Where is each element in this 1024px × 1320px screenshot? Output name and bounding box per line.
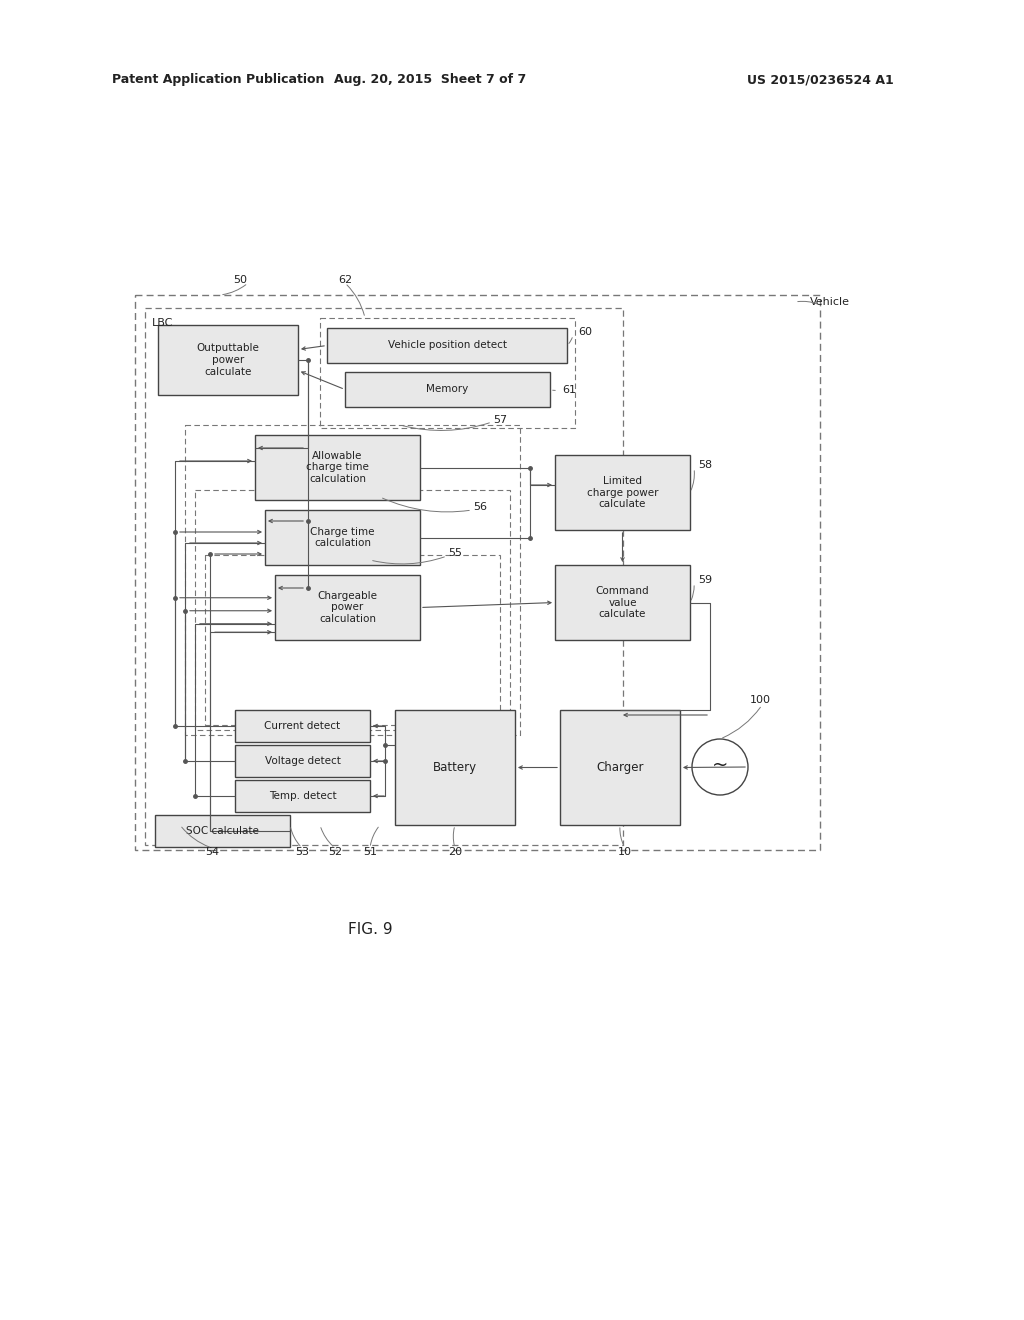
Text: FIG. 9: FIG. 9: [348, 923, 392, 937]
Text: Charger: Charger: [596, 762, 644, 774]
Bar: [265, 510, 420, 565]
Text: 10: 10: [618, 847, 632, 857]
Bar: [195, 490, 510, 730]
Text: 58: 58: [698, 459, 712, 470]
Text: Command
value
calculate: Command value calculate: [596, 586, 649, 619]
Text: 53: 53: [295, 847, 309, 857]
Bar: [234, 710, 370, 742]
Text: Allowable
charge time
calculation: Allowable charge time calculation: [306, 451, 369, 484]
Text: Vehicle position detect: Vehicle position detect: [387, 341, 507, 351]
Text: 50: 50: [233, 275, 247, 285]
Text: LBC: LBC: [152, 318, 173, 327]
Text: Charge time
calculation: Charge time calculation: [310, 527, 375, 548]
Text: Aug. 20, 2015  Sheet 7 of 7: Aug. 20, 2015 Sheet 7 of 7: [334, 74, 526, 87]
Text: 61: 61: [562, 385, 575, 395]
Text: Limited
charge power
calculate: Limited charge power calculate: [587, 477, 658, 510]
Text: 56: 56: [473, 502, 487, 512]
Bar: [155, 814, 290, 847]
Text: ~: ~: [712, 755, 728, 775]
Text: 62: 62: [338, 275, 352, 285]
Bar: [234, 780, 370, 812]
Text: Vehicle: Vehicle: [810, 297, 850, 308]
Text: 59: 59: [698, 576, 712, 585]
Bar: [555, 565, 690, 640]
Bar: [185, 425, 520, 735]
Bar: [327, 327, 567, 363]
Bar: [395, 710, 515, 825]
Text: US 2015/0236524 A1: US 2015/0236524 A1: [746, 74, 893, 87]
Bar: [205, 554, 500, 725]
Text: Patent Application Publication: Patent Application Publication: [112, 74, 325, 87]
Bar: [555, 455, 690, 531]
Bar: [275, 576, 420, 640]
Text: Outputtable
power
calculate: Outputtable power calculate: [197, 343, 259, 376]
Bar: [319, 318, 575, 428]
Text: SOC calculate: SOC calculate: [186, 826, 259, 836]
Bar: [560, 710, 680, 825]
Text: 57: 57: [493, 414, 507, 425]
Text: 51: 51: [362, 847, 377, 857]
Bar: [158, 325, 298, 395]
Text: Memory: Memory: [426, 384, 469, 395]
Text: Temp. detect: Temp. detect: [268, 791, 336, 801]
Text: Voltage detect: Voltage detect: [264, 756, 340, 766]
Bar: [145, 308, 623, 845]
Text: 52: 52: [328, 847, 342, 857]
Bar: [234, 744, 370, 777]
Bar: [345, 372, 550, 407]
Bar: [135, 294, 820, 850]
Text: Current detect: Current detect: [264, 721, 341, 731]
Text: 55: 55: [449, 548, 462, 558]
Text: 60: 60: [578, 327, 592, 337]
Text: Chargeable
power
calculation: Chargeable power calculation: [317, 591, 378, 624]
Text: 54: 54: [205, 847, 219, 857]
Text: 100: 100: [750, 696, 771, 705]
Bar: [255, 436, 420, 500]
Text: 20: 20: [447, 847, 462, 857]
Text: Battery: Battery: [433, 762, 477, 774]
